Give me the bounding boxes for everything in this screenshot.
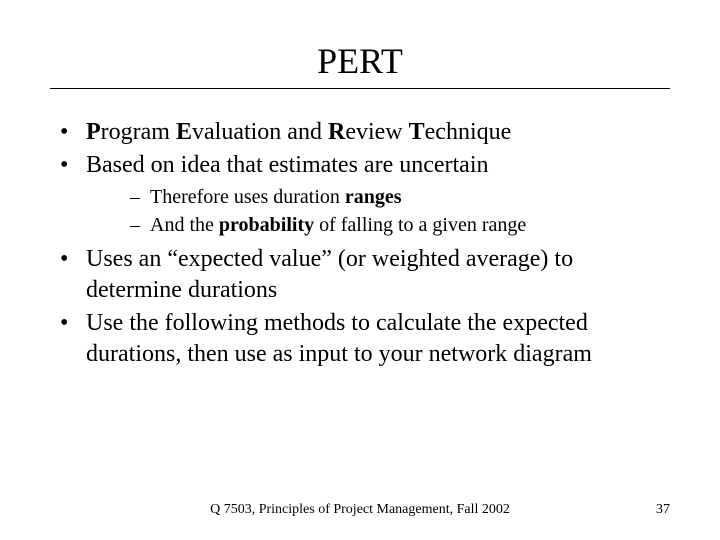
slide-title: PERT xyxy=(50,40,670,82)
sub-bullet-list: Therefore uses duration rangesAnd the pr… xyxy=(86,184,670,238)
footer-text: Q 7503, Principles of Project Management… xyxy=(0,502,720,518)
bullet-item: Program Evaluation and Review Technique xyxy=(50,117,670,148)
bullet-item: Based on idea that estimates are uncerta… xyxy=(50,150,670,239)
title-underline xyxy=(50,88,670,89)
bullet-item: Use the following methods to calculate t… xyxy=(50,308,670,369)
sub-bullet-item: And the probability of falling to a give… xyxy=(86,212,670,238)
bullet-item: Uses an “expected value” (or weighted av… xyxy=(50,244,670,305)
page-number: 37 xyxy=(656,502,670,518)
bullet-list: Program Evaluation and Review TechniqueB… xyxy=(50,117,670,369)
sub-bullet-item: Therefore uses duration ranges xyxy=(86,184,670,210)
slide: PERT Program Evaluation and Review Techn… xyxy=(0,0,720,540)
